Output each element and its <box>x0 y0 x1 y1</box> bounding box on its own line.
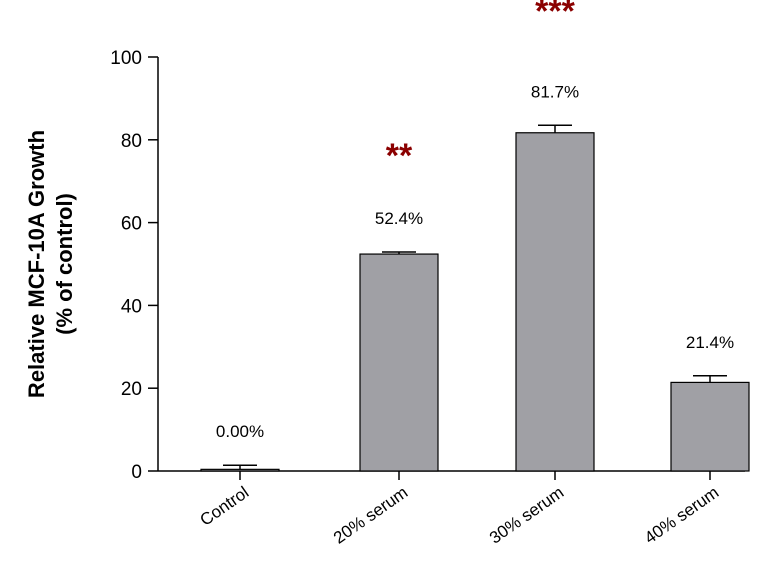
x-tick-label: 20% serum <box>330 483 411 548</box>
data-label: 0.00% <box>216 422 264 441</box>
significance-marker: ** <box>386 137 413 175</box>
x-tick-label: 30% serum <box>486 483 567 548</box>
y-axis-title-line2: (% of control) <box>52 193 77 335</box>
data-label: 81.7% <box>531 82 579 101</box>
y-tick-label: 0 <box>131 462 142 483</box>
y-tick-label: 80 <box>121 131 142 152</box>
y-tick-label: 60 <box>121 214 142 235</box>
data-label: 52.4% <box>375 209 423 228</box>
plot-area: 0 20 40 60 80 100 0.00% Control 52.4% ** 20% serum… <box>110 0 750 548</box>
bar <box>359 253 439 472</box>
y-axis-title: Relative MCF-10A Growth (% of control) <box>24 130 77 398</box>
y-tick-label: 40 <box>121 296 142 317</box>
x-tick-label: Control <box>196 483 252 530</box>
significance-marker: *** <box>535 0 575 30</box>
bar <box>670 381 750 472</box>
bar <box>200 468 280 472</box>
x-tick-label: 40% serum <box>641 483 722 548</box>
y-tick-label: 20 <box>121 379 142 400</box>
data-label: 21.4% <box>686 333 734 352</box>
bar <box>515 132 595 472</box>
y-axis-title-line1: Relative MCF-10A Growth <box>24 130 49 398</box>
y-tick-label: 100 <box>110 48 142 69</box>
